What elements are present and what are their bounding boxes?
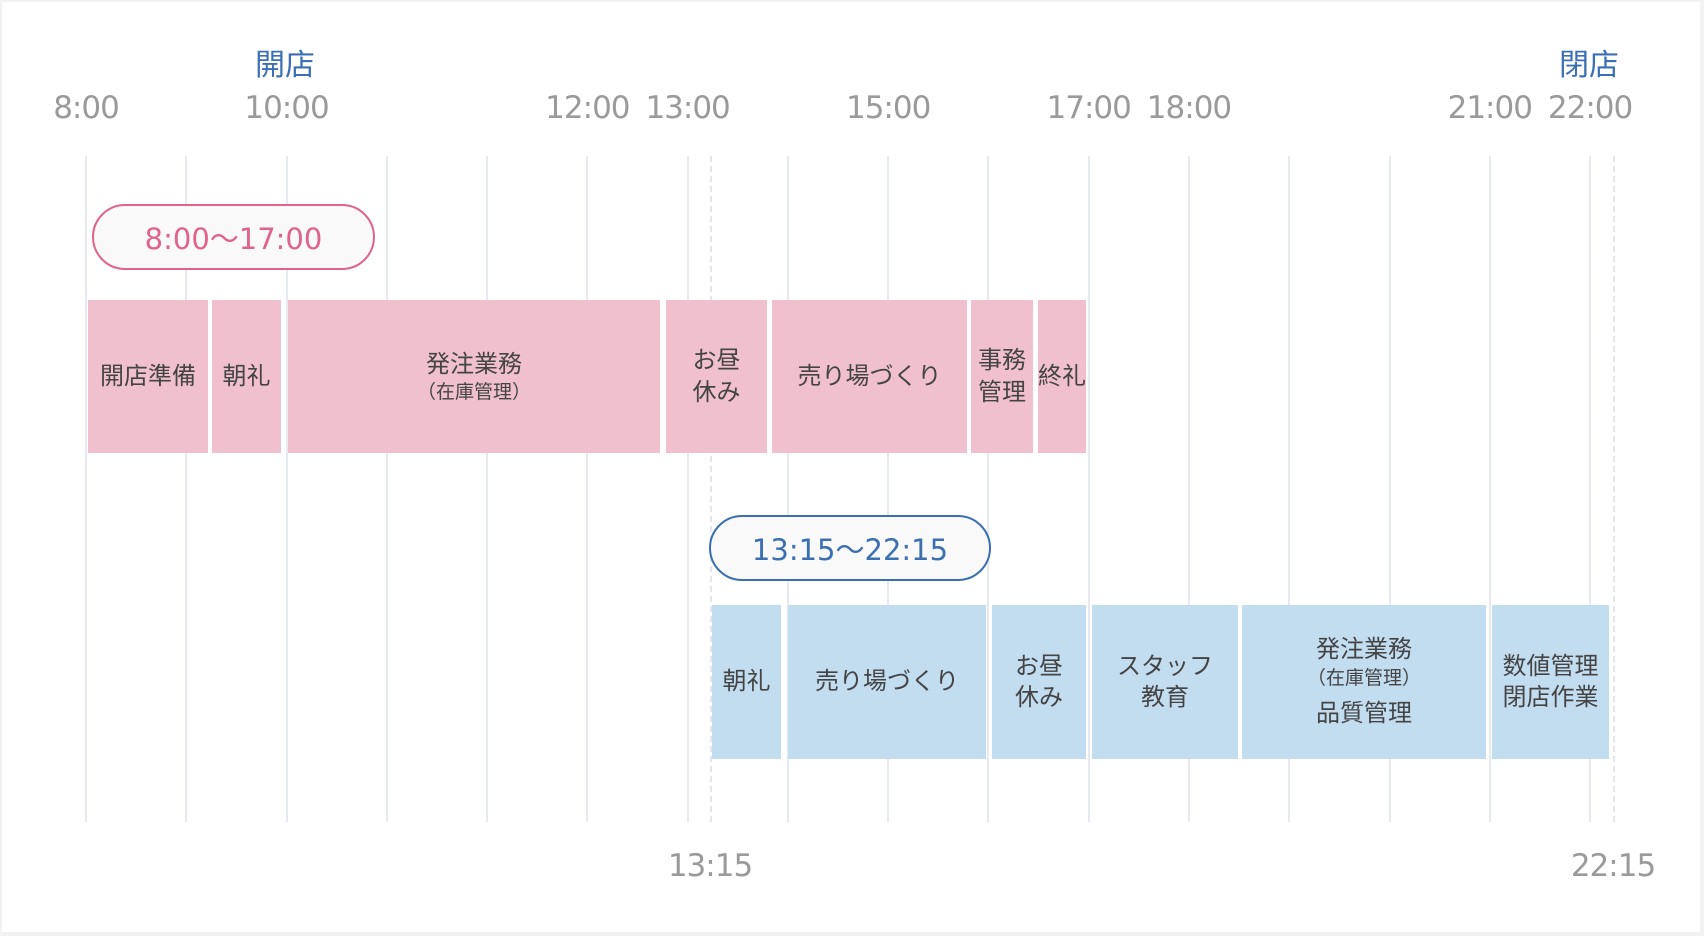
task-label: 売り場づくり	[815, 667, 959, 696]
task-block: お昼 休み	[666, 300, 767, 453]
task-label: 発注業務	[426, 349, 522, 378]
shift-boundary-dashed-line	[710, 156, 712, 822]
task-block: お昼 休み	[992, 605, 1086, 759]
time-label: 15:00	[845, 90, 931, 126]
time-label: 21:00	[1447, 90, 1533, 126]
task-label: お昼	[1015, 651, 1063, 680]
time-label: 13:00	[645, 90, 730, 126]
grid-line	[285, 156, 288, 822]
end-time-label: 22:15	[1570, 848, 1656, 884]
time-label: 22:00	[1547, 90, 1633, 126]
grid-line	[686, 156, 689, 822]
grid-line	[85, 156, 87, 822]
task-block: 終礼	[1038, 300, 1086, 453]
task-block: 売り場づくり	[788, 605, 986, 759]
open-marker-label: 開店	[255, 48, 315, 83]
grid-line	[486, 156, 489, 822]
task-label: 発注業務	[1316, 635, 1412, 664]
task-label: （在庫管理）	[1306, 666, 1421, 689]
task-block: 事務 管理	[971, 300, 1033, 453]
task-block: 発注業務 （在庫管理）	[288, 300, 660, 453]
task-block: 売り場づくり	[772, 300, 967, 453]
task-block: 朝礼	[712, 605, 781, 759]
time-label: 17:00	[1046, 90, 1132, 126]
task-label: 朝礼	[222, 361, 271, 390]
late-shift-range: 13:15〜22:15	[751, 533, 949, 567]
task-label: 休み	[692, 377, 741, 406]
close-marker-label: 閉店	[1559, 48, 1619, 83]
task-label: 休み	[1015, 683, 1063, 711]
early-shift-range: 8:00〜17:00	[144, 222, 323, 256]
task-block: スタッフ 教育	[1092, 605, 1238, 759]
grid-line	[1488, 156, 1491, 822]
task-label: 開店準備	[100, 361, 196, 390]
task-label: 数値管理	[1502, 651, 1599, 680]
grid-line	[1388, 156, 1391, 822]
start-time-label: 13:15	[667, 848, 753, 884]
task-label: 終礼	[1038, 361, 1086, 390]
grid-line	[1187, 156, 1190, 822]
late-shift-range-badge: 13:15〜22:15	[709, 515, 991, 581]
early-shift-range-badge: 8:00〜17:00	[92, 204, 375, 270]
task-label: 教育	[1141, 683, 1189, 711]
grid-line	[1288, 156, 1291, 822]
grid-line	[786, 156, 789, 822]
grid-line	[385, 156, 388, 822]
grid-line	[1589, 156, 1592, 822]
grid-line	[887, 156, 890, 822]
task-label: 朝礼	[722, 667, 771, 696]
task-block: 数値管理 閉店作業	[1492, 605, 1609, 759]
task-block: 発注業務 （在庫管理） 品質管理	[1242, 605, 1486, 759]
grid-line	[586, 156, 589, 822]
shift-boundary-dashed-line	[1613, 156, 1615, 822]
task-block: 開店準備	[88, 300, 208, 453]
time-label: 10:00	[244, 90, 329, 126]
task-label: 閉店作業	[1502, 683, 1599, 711]
task-label: 事務	[978, 346, 1026, 375]
grid-line	[185, 156, 188, 822]
task-label: お昼	[692, 346, 741, 375]
grid-line	[1087, 156, 1090, 822]
task-label: 管理	[978, 377, 1026, 406]
grid-line	[987, 156, 990, 822]
time-label: 12:00	[545, 90, 630, 126]
time-label: 8:00	[53, 90, 120, 126]
task-label: スタッフ	[1117, 651, 1213, 680]
task-block: 朝礼	[212, 300, 281, 453]
task-label: 売り場づくり	[797, 361, 942, 390]
task-label: 品質管理	[1316, 699, 1412, 728]
task-label: （在庫管理）	[416, 380, 531, 403]
time-label: 18:00	[1146, 90, 1232, 126]
